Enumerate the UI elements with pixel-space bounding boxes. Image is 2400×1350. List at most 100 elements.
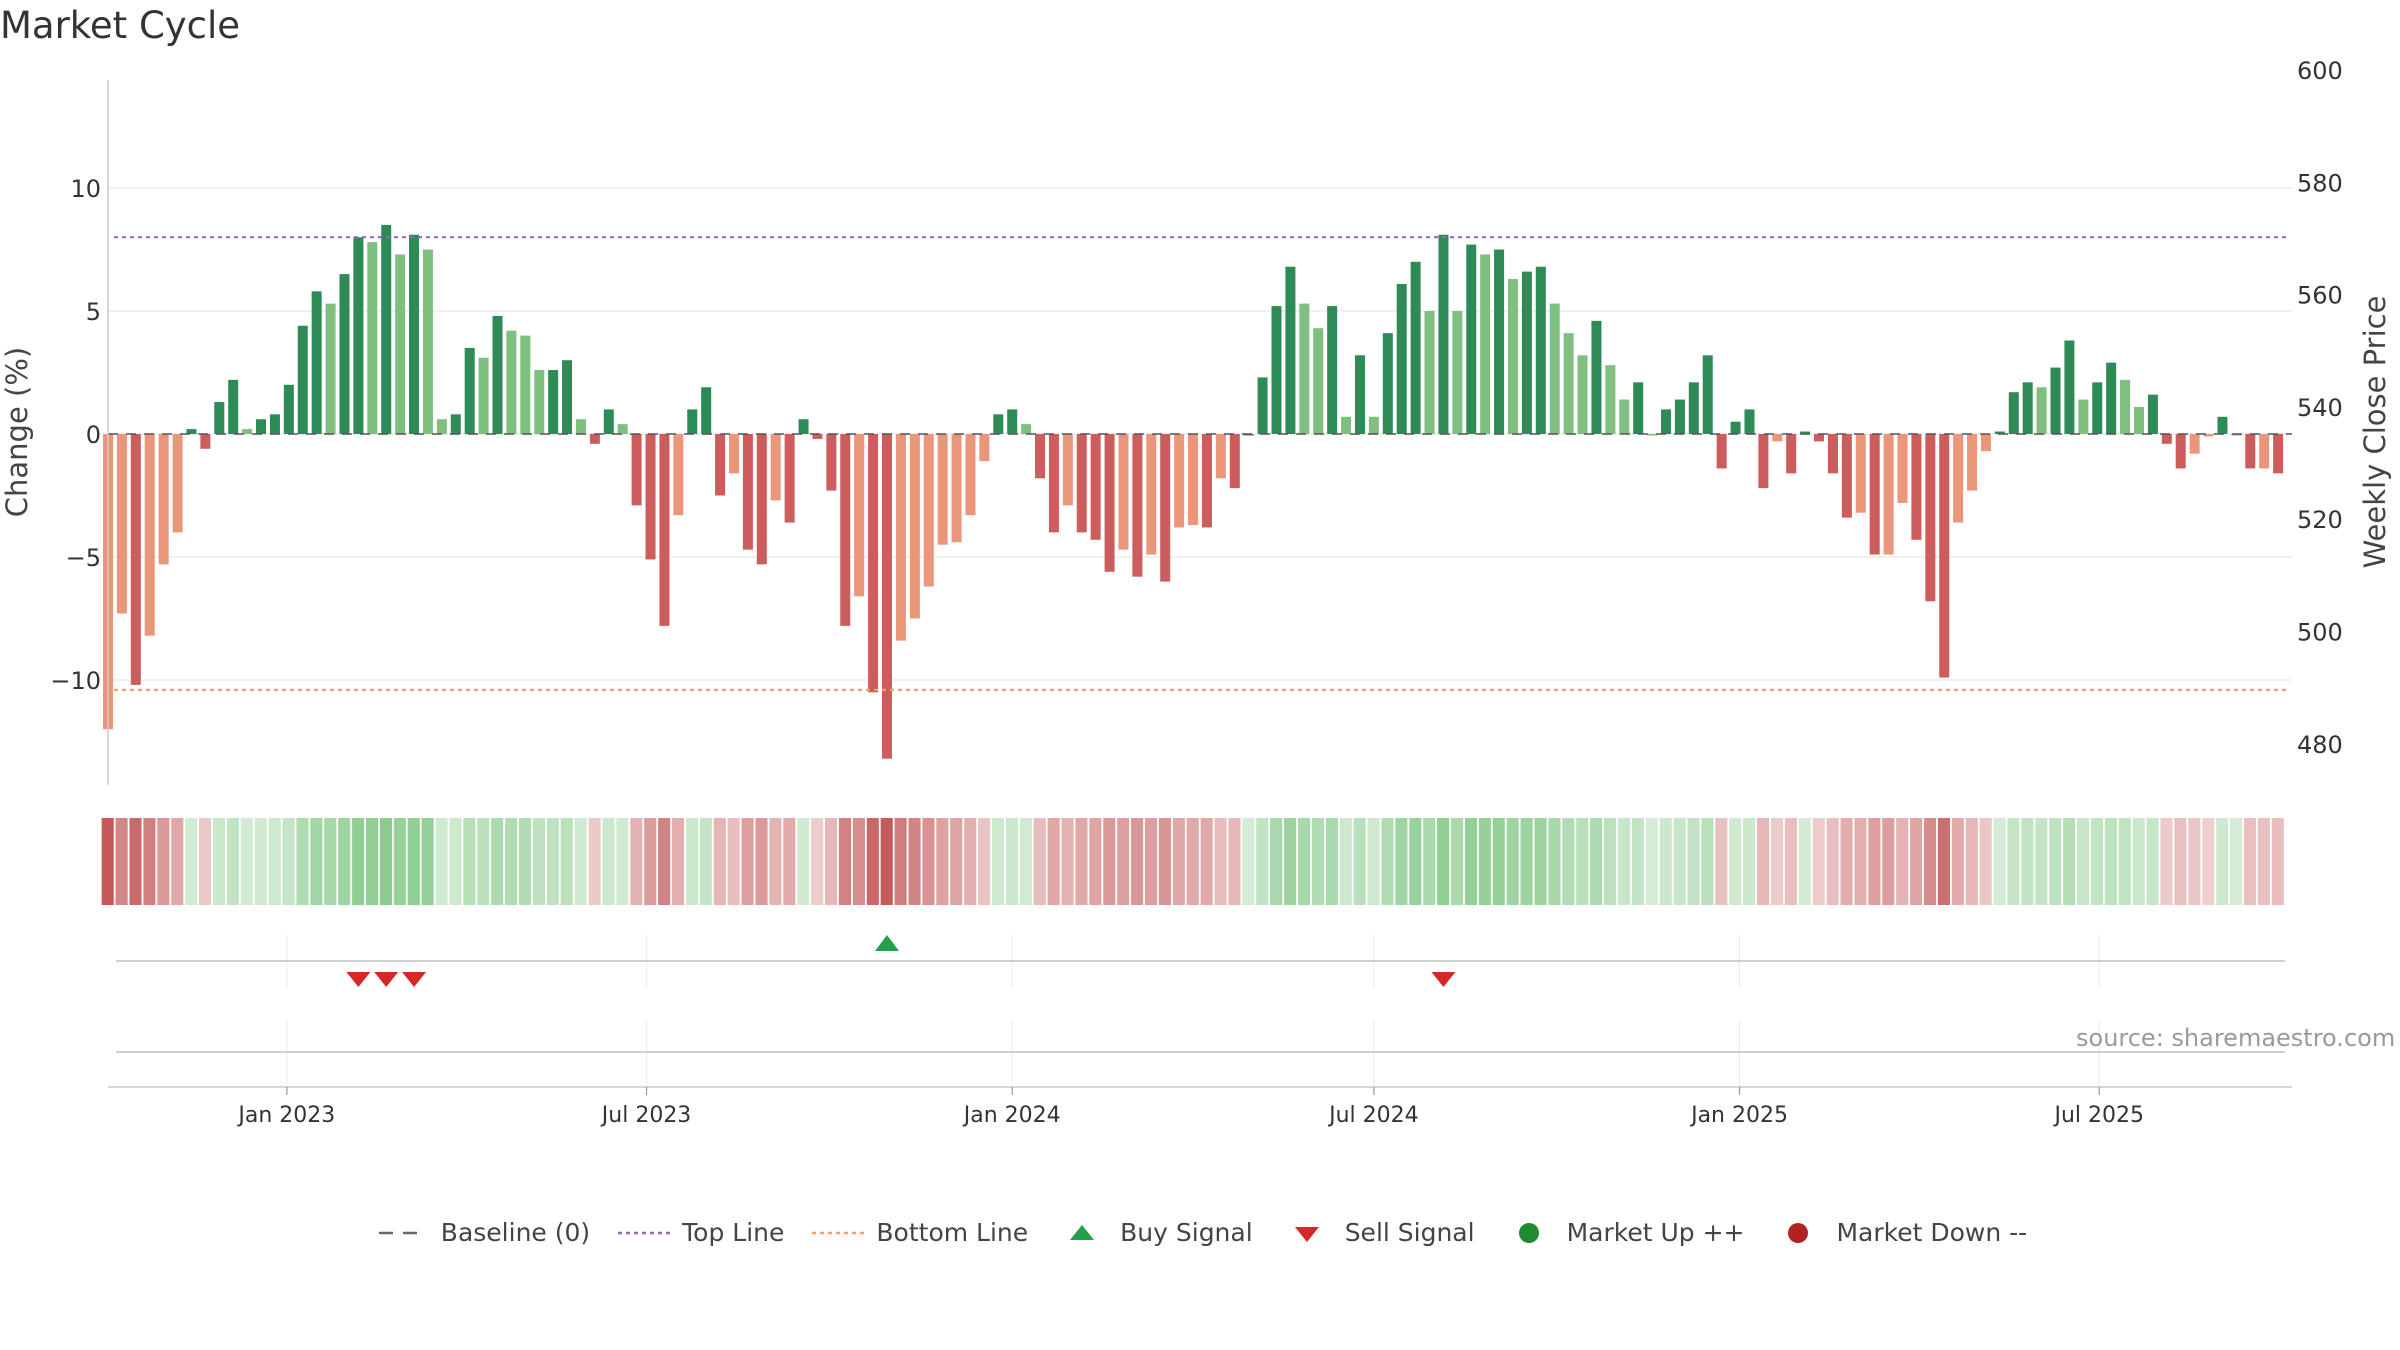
heat-cell (1075, 818, 1088, 905)
change-bar (200, 434, 211, 449)
x-tick-label: Jul 2025 (2052, 1103, 2144, 1128)
change-bar (548, 370, 559, 434)
heat-cell (1325, 818, 1338, 905)
change-bar (1702, 355, 1713, 434)
change-bar (784, 434, 795, 523)
heat-cell (268, 818, 281, 905)
change-bar (1661, 409, 1672, 434)
change-bar (1480, 254, 1491, 434)
heat-cell (2104, 818, 2117, 905)
change-bar (2008, 392, 2019, 434)
change-bar (228, 379, 239, 434)
y2-tick-label: 600 (2297, 57, 2343, 85)
change-bar (2161, 434, 2172, 444)
change-bar (1174, 434, 1185, 528)
change-bar (1939, 434, 1950, 678)
y2-tick-label: 560 (2297, 282, 2343, 310)
heat-cell (1353, 818, 1366, 905)
change-bar (1007, 409, 1018, 434)
change-bar (909, 434, 920, 619)
change-bar (1953, 434, 1964, 523)
change-bar (1146, 434, 1157, 555)
heat-cell (783, 818, 796, 905)
legend-item: Market Down -- (1768, 1218, 2027, 1247)
heat-cell (1840, 818, 1853, 905)
signal-strip (116, 935, 2285, 1085)
y-tick-label: 5 (86, 298, 101, 326)
heat-cell (2146, 818, 2159, 905)
change-bar (1452, 311, 1463, 434)
heat-cell (2063, 818, 2076, 905)
legend-item: Top Line (614, 1218, 784, 1247)
heat-cell (310, 818, 323, 905)
heat-cell (1520, 818, 1533, 905)
change-bar (172, 434, 183, 533)
heat-cell (2021, 818, 2034, 905)
heat-cell (1576, 818, 1589, 905)
heat-cell (1715, 818, 1728, 905)
change-bar (1591, 320, 1602, 434)
heat-cell (1256, 818, 1269, 905)
heat-cell (1937, 818, 1950, 905)
change-bar (2217, 416, 2228, 434)
change-bar (1048, 434, 1059, 533)
heat-cell (1896, 818, 1909, 905)
change-bar (603, 409, 614, 434)
heat-cell (1743, 818, 1756, 905)
heat-cell (1464, 818, 1478, 905)
legend-item: Market Up ++ (1499, 1218, 1744, 1247)
heat-cell (1882, 818, 1895, 905)
y-tick-label: 10 (70, 175, 101, 203)
change-bar (631, 434, 642, 506)
buy-signal-marker (875, 935, 900, 951)
change-bar (2175, 434, 2186, 469)
change-bar (1688, 382, 1699, 434)
change-bar (1800, 431, 1811, 434)
change-bar (422, 249, 433, 434)
change-bar (1494, 249, 1505, 434)
heat-cell (157, 818, 170, 905)
triangle-up-icon (1052, 1220, 1112, 1246)
heat-cell (1131, 818, 1144, 905)
change-bar (617, 424, 628, 434)
change-bar (812, 434, 823, 439)
source-credit: source: sharemaestro.com (2076, 1024, 2396, 1052)
change-bar (2050, 367, 2061, 434)
heat-cell (1617, 818, 1631, 905)
heat-cell (324, 818, 337, 905)
heat-cell (1284, 818, 1297, 905)
heat-cell (1673, 818, 1686, 905)
change-bar (2133, 406, 2144, 434)
heat-cell (574, 818, 587, 905)
heat-cell (393, 818, 406, 905)
legend-label: Sell Signal (1344, 1218, 1475, 1247)
heat-cell (143, 818, 156, 905)
heat-cell (1297, 818, 1311, 905)
change-bar (1577, 355, 1588, 434)
change-bar (1869, 434, 1880, 555)
heat-cell (1910, 818, 1923, 905)
circle-icon (1768, 1220, 1828, 1246)
heat-cell (699, 818, 712, 905)
heat-cell (1701, 818, 1714, 905)
heat-cell (2174, 818, 2187, 905)
change-bar (1160, 434, 1171, 582)
change-bar (1090, 434, 1101, 540)
heat-cell (2202, 818, 2215, 905)
x-tick-label: Jul 2023 (600, 1103, 692, 1128)
y2-tick-label: 520 (2297, 506, 2343, 534)
legend: Baseline (0) Top Line Bottom Line Buy Signa… (0, 1218, 2400, 1247)
heat-cell (991, 818, 1005, 905)
heat-cell (1965, 818, 1978, 905)
heat-cell (421, 818, 434, 905)
heat-cell (1381, 818, 1394, 905)
change-bar (1035, 434, 1046, 479)
legend-item: Buy Signal (1052, 1218, 1253, 1247)
change-bar (242, 429, 253, 434)
heat-cell (2160, 818, 2173, 905)
axes-layer: 10 5 0 −5 −10 600 580 560 540 520 500 480 (50, 57, 2343, 785)
heat-cell (1659, 818, 1672, 905)
change-bar (1674, 399, 1685, 434)
heat-cell (2035, 818, 2048, 905)
heat-cell (1854, 818, 1867, 905)
